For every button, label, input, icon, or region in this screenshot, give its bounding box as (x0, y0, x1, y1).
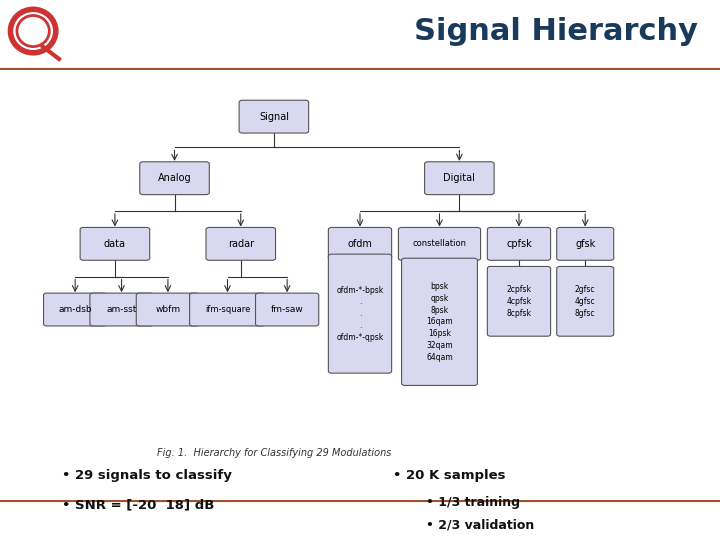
Text: • 1/3 training: • 1/3 training (426, 496, 521, 509)
Text: 2cpfsk
4cpfsk
8cpfsk: 2cpfsk 4cpfsk 8cpfsk (506, 285, 531, 318)
Text: 15: 15 (686, 517, 698, 527)
FancyBboxPatch shape (425, 162, 494, 194)
Text: bpsk
qpsk
8psk
16qam
16psk
32qam
64qam: bpsk qpsk 8psk 16qam 16psk 32qam 64qam (426, 282, 453, 362)
Text: Fig. 1.  Hierarchy for Classifying 29 Modulations: Fig. 1. Hierarchy for Classifying 29 Mod… (157, 448, 391, 458)
Text: 11/27/2020: 11/27/2020 (22, 517, 78, 527)
Text: Signal Hierarchy: Signal Hierarchy (415, 17, 698, 46)
FancyBboxPatch shape (189, 293, 266, 326)
Text: cpfsk: cpfsk (506, 239, 532, 249)
Text: ofdm-*-bpsk
.
.
.
ofdm-*-qpsk: ofdm-*-bpsk . . . ofdm-*-qpsk (336, 286, 384, 342)
Text: Analog: Analog (158, 173, 192, 183)
Text: 2gfsc
4gfsc
8gfsc: 2gfsc 4gfsc 8gfsc (575, 285, 595, 318)
FancyBboxPatch shape (206, 227, 276, 260)
Text: constellation: constellation (413, 239, 467, 248)
Text: am-sst: am-sst (107, 305, 137, 314)
Text: ofdm: ofdm (348, 239, 372, 249)
FancyBboxPatch shape (90, 293, 153, 326)
Text: • 2/3 validation: • 2/3 validation (426, 518, 534, 531)
Text: Signal: Signal (259, 112, 289, 122)
FancyBboxPatch shape (140, 162, 210, 194)
FancyBboxPatch shape (398, 227, 480, 260)
Text: • 20 K samples: • 20 K samples (393, 469, 505, 482)
Text: wbfm: wbfm (156, 305, 181, 314)
FancyBboxPatch shape (557, 266, 613, 336)
Text: Digital: Digital (444, 173, 475, 183)
Text: radar: radar (228, 239, 254, 249)
Text: data: data (104, 239, 126, 249)
Text: fm-saw: fm-saw (271, 305, 304, 314)
FancyBboxPatch shape (239, 100, 309, 133)
FancyBboxPatch shape (487, 266, 551, 336)
Text: gfsk: gfsk (575, 239, 595, 249)
FancyBboxPatch shape (136, 293, 199, 326)
FancyBboxPatch shape (328, 227, 392, 260)
FancyBboxPatch shape (487, 227, 551, 260)
FancyBboxPatch shape (557, 227, 613, 260)
Text: am-dsb: am-dsb (58, 305, 92, 314)
Text: • 29 signals to classify: • 29 signals to classify (62, 469, 232, 482)
FancyBboxPatch shape (80, 227, 150, 260)
Text: • SNR = [-20  18] dB: • SNR = [-20 18] dB (62, 498, 215, 511)
FancyBboxPatch shape (43, 293, 107, 326)
FancyBboxPatch shape (328, 254, 392, 373)
FancyBboxPatch shape (256, 293, 319, 326)
FancyBboxPatch shape (402, 258, 477, 386)
Text: ifm-square: ifm-square (204, 305, 251, 314)
